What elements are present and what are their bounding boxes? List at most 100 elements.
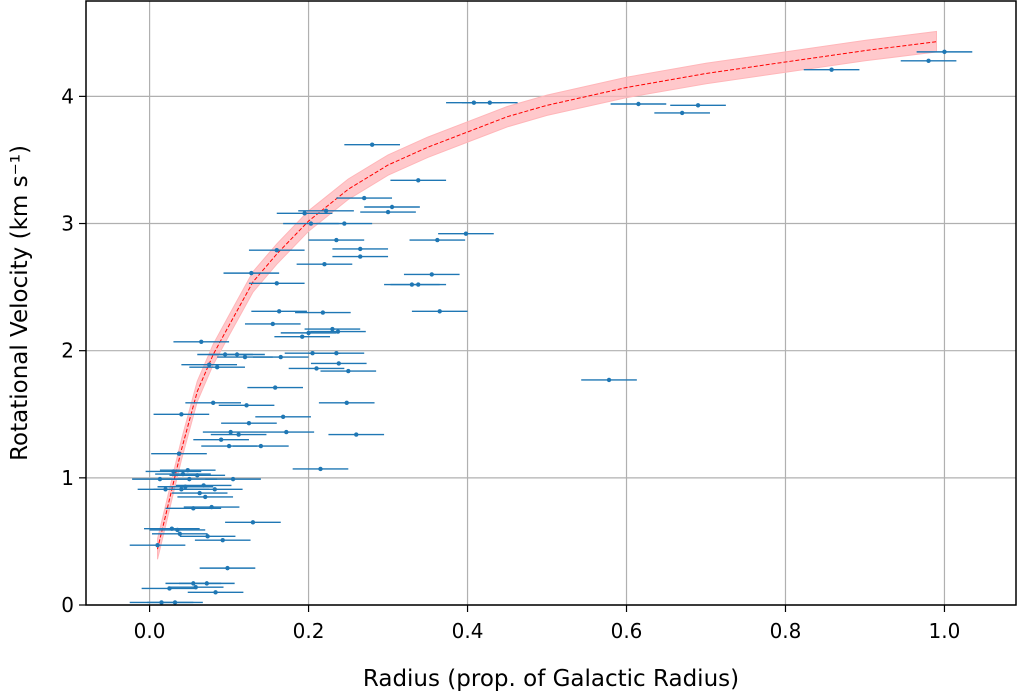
data-point — [318, 400, 375, 406]
x-tick-label: 1.0 — [929, 619, 961, 643]
point-marker — [829, 67, 834, 72]
data-point — [251, 309, 307, 314]
x-axis-ticks: 0.0 0.2 0.4 0.6 0.8 1.0 — [134, 605, 961, 643]
point-marker — [212, 487, 217, 492]
data-point — [336, 195, 393, 201]
point-marker — [606, 377, 612, 383]
data-point — [298, 208, 354, 214]
data-point — [169, 473, 226, 478]
point-marker — [193, 584, 198, 590]
x-tick-label: 0.0 — [134, 619, 166, 643]
data-point — [292, 466, 349, 472]
data-point — [304, 326, 361, 332]
data-point — [193, 437, 249, 442]
fit-line — [157, 41, 937, 550]
data-point — [274, 334, 331, 339]
data-point — [129, 543, 186, 548]
data-point — [310, 361, 367, 366]
data-point — [210, 432, 267, 437]
data-point — [221, 420, 277, 426]
data-point — [177, 494, 234, 500]
data-point — [390, 178, 447, 183]
point-marker — [230, 476, 236, 482]
point-marker — [201, 483, 206, 488]
point-marker — [330, 326, 335, 332]
point-marker — [246, 420, 252, 426]
point-marker — [284, 429, 289, 435]
point-marker — [636, 101, 641, 107]
point-marker — [172, 600, 178, 605]
data-point — [288, 366, 345, 371]
point-marker — [210, 400, 216, 406]
data-point — [320, 368, 377, 374]
data-point — [209, 352, 265, 357]
point-marker — [179, 487, 184, 492]
point-marker — [234, 352, 240, 357]
point-marker — [354, 432, 359, 437]
data-point — [900, 58, 957, 63]
point-marker — [416, 178, 421, 183]
data-point — [175, 483, 232, 488]
x-tick-label: 0.2 — [293, 619, 325, 643]
y-tick-label: 3 — [61, 212, 74, 236]
data-point — [244, 321, 301, 327]
point-marker — [274, 248, 279, 253]
point-marker — [176, 451, 182, 456]
data-point — [916, 49, 973, 55]
data-point — [247, 385, 303, 390]
point-marker — [695, 103, 701, 108]
data-point — [344, 142, 400, 147]
point-marker — [306, 330, 311, 336]
point-marker — [187, 476, 192, 482]
y-axis-ticks: 0 1 2 3 4 — [61, 84, 86, 617]
data-point — [310, 329, 366, 334]
point-marker — [175, 527, 180, 533]
data-point — [252, 354, 309, 360]
point-marker — [926, 58, 931, 63]
point-marker — [278, 354, 283, 360]
data-point — [173, 339, 230, 344]
point-marker — [249, 270, 254, 276]
y-tick-label: 0 — [61, 593, 74, 617]
point-marker — [320, 310, 326, 315]
point-marker — [177, 531, 182, 536]
data-point — [438, 231, 494, 236]
point-marker — [226, 443, 232, 449]
point-marker — [318, 466, 323, 472]
data-point — [147, 600, 203, 605]
data-point — [328, 432, 385, 437]
point-marker — [302, 211, 307, 216]
point-marker — [157, 476, 163, 482]
point-marker — [323, 208, 329, 214]
data-point — [233, 443, 289, 449]
point-marker — [204, 581, 210, 586]
data-point — [276, 211, 333, 216]
x-tick-label: 0.8 — [770, 619, 802, 643]
data-point — [171, 490, 228, 496]
point-marker — [155, 543, 160, 548]
data-point — [258, 429, 315, 435]
point-marker — [250, 520, 256, 525]
point-marker — [214, 365, 220, 370]
data-point — [360, 209, 416, 215]
point-marker — [213, 590, 218, 595]
point-marker — [437, 309, 442, 314]
data-point — [364, 204, 420, 210]
data-point — [183, 504, 240, 510]
point-marker — [270, 321, 275, 327]
data-point — [159, 468, 216, 473]
data-point — [403, 272, 460, 277]
x-axis-label: Radius (prop. of Galactic Radius) — [363, 666, 739, 692]
data-point — [255, 414, 311, 420]
point-marker — [358, 246, 363, 252]
point-marker — [225, 565, 230, 571]
data-point — [248, 248, 305, 253]
data-point — [670, 103, 726, 108]
point-marker — [385, 209, 391, 215]
point-marker — [195, 473, 200, 478]
data-point — [186, 487, 243, 492]
point-marker — [209, 504, 214, 510]
point-marker — [314, 366, 319, 371]
point-marker — [272, 385, 278, 390]
